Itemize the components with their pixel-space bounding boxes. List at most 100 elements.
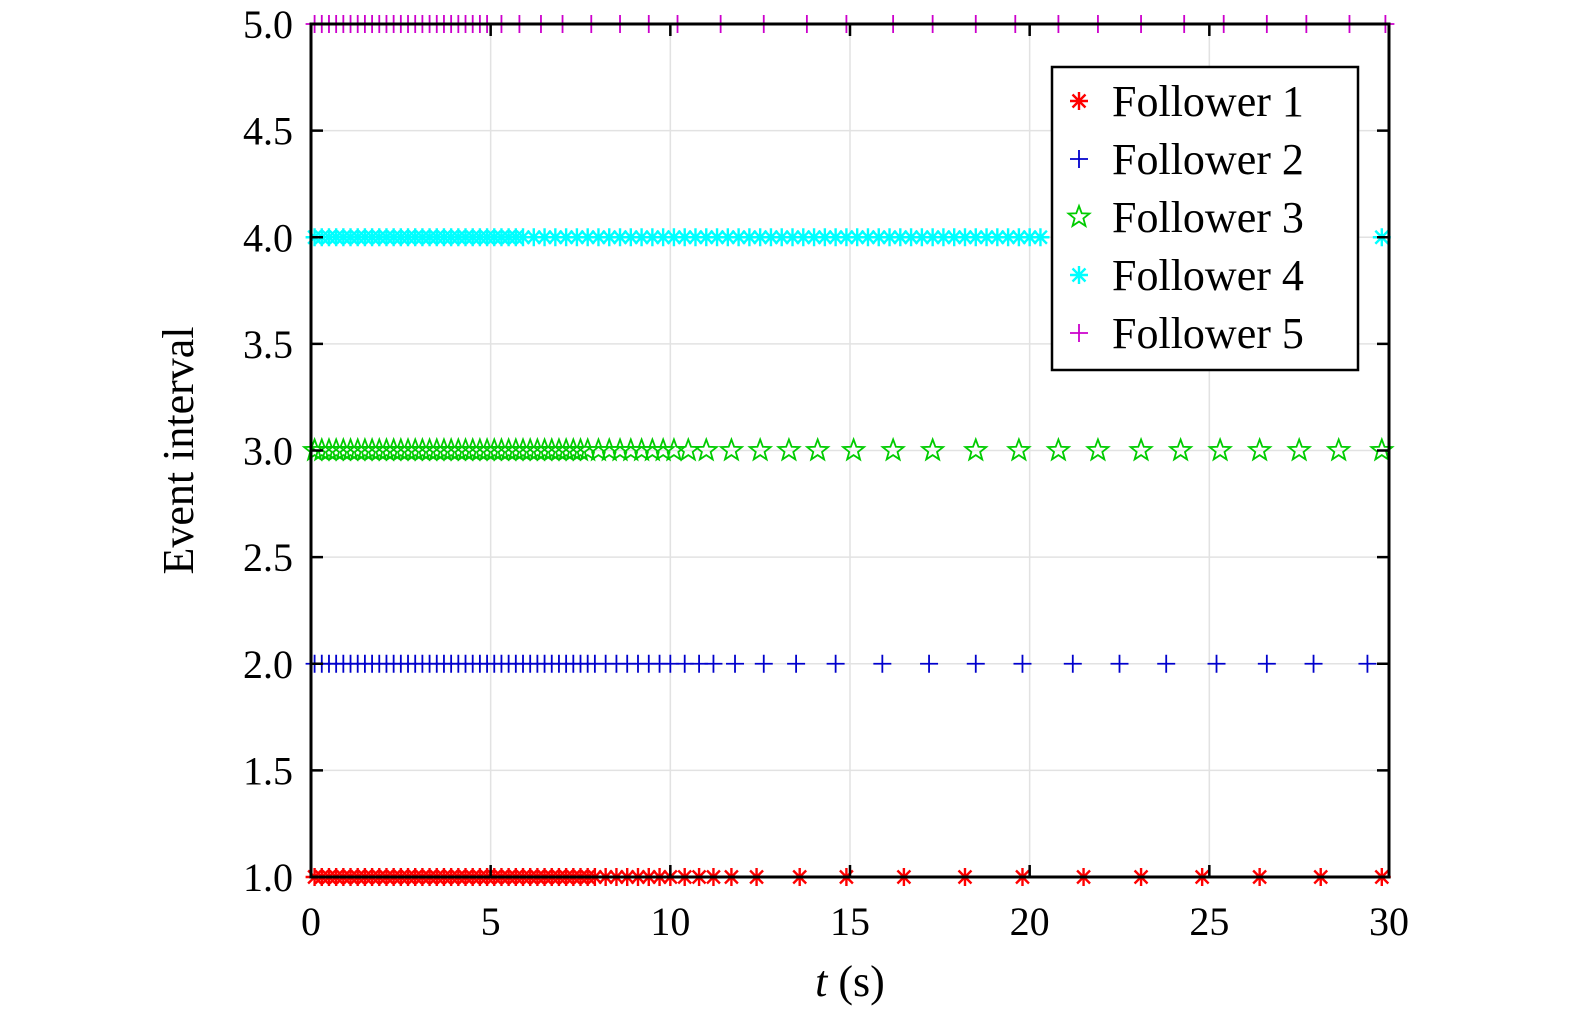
data-point-asterisk [934,228,953,247]
y-tick-label: 4.5 [243,109,293,154]
data-point-asterisk [524,228,543,247]
data-point-asterisk [1020,228,1039,247]
data-point-plus [1110,654,1129,673]
data-point-asterisk [880,228,899,247]
data-point-plus [754,654,773,673]
data-point-asterisk [902,228,921,247]
data-point-plus [920,654,939,673]
data-point-asterisk [988,228,1007,247]
data-point-star [1045,436,1072,462]
data-point-asterisk [664,228,683,247]
data-point-asterisk [848,228,867,247]
data-point-plus [826,654,845,673]
x-axis-label: t (s) [815,957,885,1006]
legend-item: Follower 3 [1066,193,1304,242]
data-point-asterisk [805,228,824,247]
y-tick-label: 1.0 [243,855,293,900]
y-tick-labels: 1.0 1.5 2.0 2.5 3.0 3.5 4.0 4.5 5.0 [243,2,293,900]
x-tick-label: 20 [1010,899,1050,944]
legend-label: Follower 1 [1112,77,1304,126]
data-point-asterisk [783,228,802,247]
data-point-star [840,436,867,462]
data-point-asterisk [654,228,673,247]
data-point-plus [1070,324,1088,342]
data-point-asterisk [589,228,608,247]
data-point-star [1066,203,1092,228]
data-point-plus [1207,654,1226,673]
y-tick-label: 1.5 [243,748,293,793]
data-point-asterisk [729,228,748,247]
x-tick-label: 0 [301,899,321,944]
data-point-star [880,436,907,462]
data-point-plus [1063,654,1082,673]
data-point-plus [1304,654,1323,673]
data-point-star [747,436,774,462]
data-point-asterisk [1009,228,1028,247]
data-point-plus [1013,654,1032,673]
data-point-asterisk [815,228,834,247]
data-point-asterisk [761,228,780,247]
x-tick-label: 25 [1189,899,1229,944]
data-point-star [1167,436,1194,462]
x-tick-label: 5 [481,899,501,944]
data-point-star [1246,436,1273,462]
data-point-plus [873,654,892,673]
data-point-asterisk [643,228,662,247]
data-point-asterisk [546,228,565,247]
legend-item: Follower 1 [1070,77,1304,126]
legend: Follower 1 Follower 2 Follower 3 Follower 4… [1050,65,1360,372]
data-point-asterisk [611,228,630,247]
y-axis-label: Event interval [154,326,203,574]
data-point-asterisk [697,228,716,247]
legend-label: Follower 5 [1112,309,1304,358]
data-point-asterisk [1070,266,1088,284]
data-point-asterisk [826,228,845,247]
y-tick-label: 3.0 [243,429,293,474]
data-point-asterisk [1070,92,1088,110]
legend-item: Follower 4 [1070,251,1304,300]
data-point-asterisk [772,228,791,247]
data-point-plus [726,654,745,673]
y-tick-label: 4.0 [243,215,293,260]
data-point-asterisk [794,228,813,247]
legend-box [1050,65,1360,372]
data-point-asterisk [751,228,770,247]
data-point-plus [1257,654,1276,673]
data-point-asterisk [837,228,856,247]
data-point-asterisk [869,228,888,247]
data-point-star [1325,436,1352,462]
data-point-plus [966,654,985,673]
data-point-asterisk [686,228,705,247]
data-point-plus [704,654,723,673]
data-point-asterisk [675,228,694,247]
data-point-star [962,436,989,462]
data-point-plus [1070,150,1088,168]
data-point-asterisk [740,228,759,247]
data-point-asterisk [977,228,996,247]
data-point-asterisk [718,228,737,247]
y-tick-label: 2.5 [243,535,293,580]
data-point-star [776,436,802,462]
axis-ticks [309,22,1391,879]
data-point-asterisk [912,228,931,247]
data-point-asterisk [600,228,619,247]
data-point-asterisk [632,228,651,247]
series-3 [301,436,1395,462]
data-point-asterisk [708,228,727,247]
data-point-star [804,436,831,462]
x-tick-label: 30 [1369,899,1409,944]
data-point-asterisk [567,228,586,247]
legend-item: Follower 2 [1070,135,1304,184]
data-point-asterisk [535,228,554,247]
data-point-star [1286,436,1313,462]
x-axis-unit: (s) [827,957,884,1006]
data-point-asterisk [621,228,640,247]
data-point-plus [787,654,806,673]
legend-label: Follower 4 [1112,251,1304,300]
data-point-asterisk [858,228,877,247]
data-point-asterisk [557,228,576,247]
legend-label: Follower 3 [1112,193,1304,242]
y-tick-label: 2.0 [243,642,293,687]
y-tick-label: 5.0 [243,2,293,47]
